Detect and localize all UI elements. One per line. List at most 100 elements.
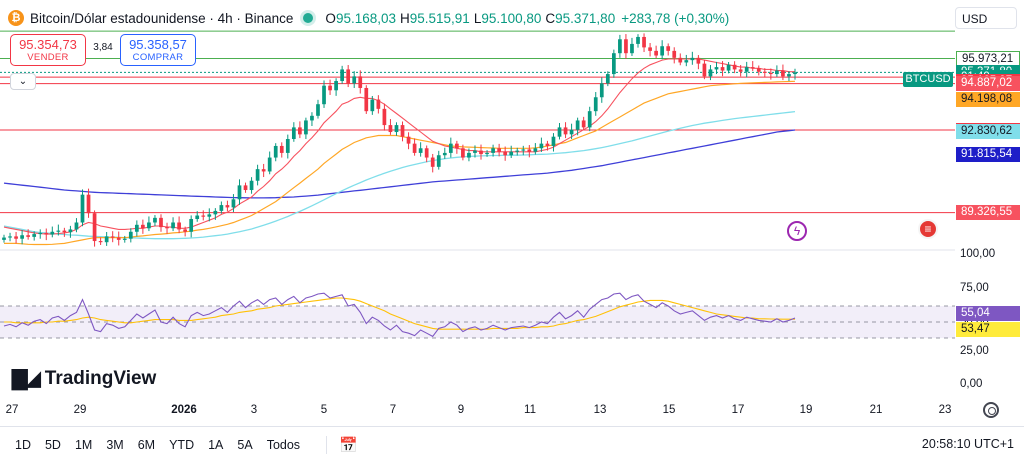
candle bbox=[581, 120, 586, 128]
candle bbox=[394, 125, 399, 133]
bitcoin-icon: ₿ bbox=[8, 10, 24, 26]
candle bbox=[38, 232, 43, 235]
candle bbox=[255, 169, 260, 181]
candle bbox=[732, 64, 737, 70]
ohlc-value: 95.515,91 bbox=[409, 10, 470, 26]
candle bbox=[159, 217, 163, 228]
candle bbox=[20, 235, 24, 239]
chart-header: ₿ Bitcoin/Dólar estadounidense · 4h · Bi… bbox=[8, 8, 729, 28]
candle bbox=[388, 125, 393, 133]
candle bbox=[436, 155, 441, 167]
rsi-scale-tick: 25,00 bbox=[960, 345, 989, 357]
candle bbox=[68, 229, 73, 233]
candle bbox=[316, 104, 320, 116]
sell-label: VENDER bbox=[27, 52, 69, 63]
candle bbox=[787, 74, 791, 77]
candle bbox=[249, 180, 254, 191]
candle bbox=[618, 39, 622, 54]
range-button-todos[interactable]: Todos bbox=[266, 437, 301, 452]
ohlc-key: O bbox=[325, 10, 336, 26]
candle bbox=[539, 143, 544, 149]
sma-mid-line bbox=[4, 80, 796, 246]
candle bbox=[551, 136, 556, 146]
candle bbox=[171, 222, 175, 229]
candle bbox=[92, 213, 97, 242]
candle bbox=[461, 148, 465, 158]
ohlc-value: 95.371,80 bbox=[555, 10, 616, 26]
candle bbox=[726, 64, 731, 71]
candle bbox=[781, 70, 785, 77]
candle bbox=[80, 194, 85, 223]
range-button-ytd[interactable]: YTD bbox=[169, 437, 195, 452]
candle bbox=[153, 217, 157, 223]
candle bbox=[219, 205, 224, 211]
rsi-scale-tick: 0,00 bbox=[960, 378, 983, 390]
candle bbox=[455, 143, 459, 149]
candle bbox=[56, 230, 61, 232]
candle bbox=[346, 69, 351, 84]
time-axis-tick: 21 bbox=[869, 404, 883, 416]
tradingview-logo[interactable]: ▇◢ TradingView bbox=[12, 366, 156, 391]
time-axis-tick: 17 bbox=[731, 404, 745, 416]
ticker-label: BTCUSD bbox=[903, 72, 953, 87]
candle bbox=[279, 145, 284, 153]
range-button-1d[interactable]: 1D bbox=[15, 437, 31, 452]
clock[interactable]: 20:58:10 UTC+1 bbox=[921, 437, 1014, 451]
candle bbox=[756, 68, 761, 72]
candle bbox=[497, 148, 501, 152]
buy-button[interactable]: 95.358,57 COMPRAR bbox=[120, 34, 196, 66]
rsi-value-label: 55,04 bbox=[956, 306, 1020, 321]
price-scale-label: 92.830,62 bbox=[956, 123, 1020, 139]
price-scale-label: 89.326,55 bbox=[956, 205, 1020, 221]
candle bbox=[430, 157, 435, 167]
candle bbox=[605, 74, 610, 84]
time-axis-tick: 3 bbox=[250, 404, 258, 416]
time-axis-tick: 23 bbox=[938, 404, 952, 416]
candle bbox=[110, 236, 115, 238]
ohlc-values: O95.168,03 H95.515,91 L95.100,80 C95.371,80… bbox=[321, 11, 729, 26]
candle bbox=[400, 125, 405, 137]
calendar-icon[interactable]: 📅 bbox=[326, 435, 358, 454]
us-flag-event-icon[interactable]: ≡ bbox=[918, 219, 938, 239]
candle bbox=[702, 63, 707, 77]
buy-label: COMPRAR bbox=[132, 52, 184, 63]
candle bbox=[684, 60, 689, 63]
candle bbox=[533, 148, 538, 152]
candle bbox=[775, 70, 779, 75]
chevron-down-icon: ⌄ bbox=[18, 76, 28, 87]
candle bbox=[273, 145, 278, 158]
candle bbox=[750, 67, 755, 69]
range-button-1m[interactable]: 1M bbox=[74, 437, 93, 452]
candle bbox=[515, 150, 520, 152]
currency-select[interactable]: USD bbox=[955, 7, 1017, 29]
range-button-5d[interactable]: 5D bbox=[44, 437, 61, 452]
candle bbox=[358, 76, 363, 88]
candle bbox=[527, 149, 532, 152]
candle bbox=[189, 219, 194, 232]
range-button-5a[interactable]: 5A bbox=[237, 437, 253, 452]
sma-fast-line bbox=[3, 58, 795, 235]
spread-value: 3,84 bbox=[93, 42, 113, 53]
symbol-title[interactable]: Bitcoin/Dólar estadounidense · 4h · Bina… bbox=[30, 10, 294, 26]
candle bbox=[442, 152, 447, 156]
currency-value: USD bbox=[962, 12, 988, 26]
candle bbox=[207, 214, 212, 217]
range-button-1a[interactable]: 1A bbox=[208, 437, 224, 452]
range-button-6m[interactable]: 6M bbox=[137, 437, 156, 452]
candle bbox=[690, 57, 695, 61]
candle bbox=[738, 69, 743, 72]
candle bbox=[587, 111, 592, 128]
candle bbox=[448, 143, 453, 153]
range-button-3m[interactable]: 3M bbox=[106, 437, 124, 452]
lightning-event-icon[interactable]: ϟ bbox=[787, 221, 807, 241]
ohlc-key: C bbox=[545, 10, 556, 26]
rsi-line bbox=[3, 292, 796, 338]
collapse-indicators-button[interactable]: ⌄ bbox=[10, 73, 36, 90]
candle bbox=[569, 129, 574, 135]
settings-gear-icon[interactable] bbox=[983, 402, 999, 418]
candle bbox=[231, 199, 236, 208]
time-axis-tick: 29 bbox=[73, 404, 87, 416]
sell-button[interactable]: 95.354,73 VENDER bbox=[10, 34, 86, 66]
candle bbox=[768, 72, 773, 75]
